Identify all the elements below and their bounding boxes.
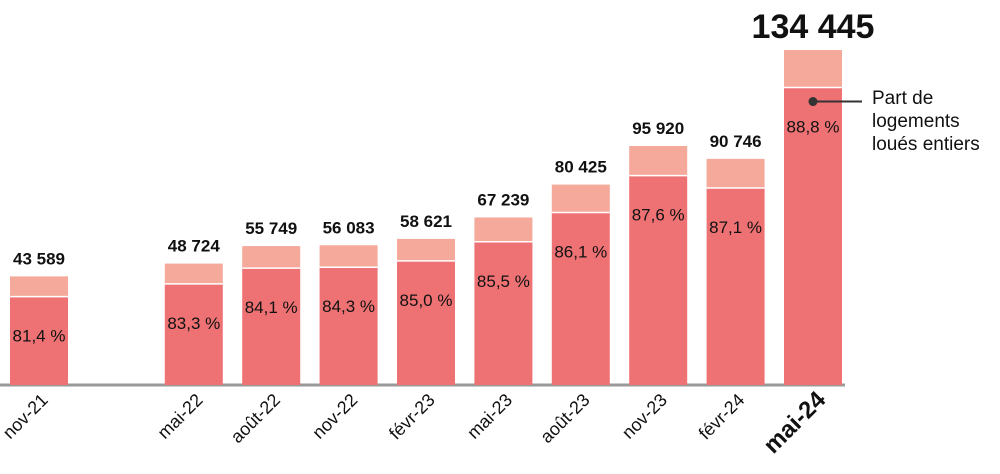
annotation-line: logements	[872, 111, 960, 132]
bar-segment-other	[551, 184, 610, 213]
share-value-label: 88,8 %	[787, 118, 840, 137]
x-tick-label: févr-24	[695, 390, 749, 444]
total-value-label: 134 445	[752, 8, 875, 46]
share-value-label: 84,1 %	[245, 298, 298, 317]
bar-segment-other	[164, 263, 223, 284]
total-value-label: 80 425	[555, 158, 607, 177]
share-value-label: 85,0 %	[400, 291, 453, 310]
share-value-label: 85,5 %	[477, 272, 530, 291]
bar-segment-other	[706, 158, 765, 189]
total-value-label: 58 621	[400, 212, 452, 231]
annotation-dot	[808, 97, 818, 107]
x-tick-label: mai-22	[154, 390, 207, 443]
bar-segment-entire	[474, 241, 533, 385]
bar-segment-entire	[319, 267, 378, 385]
share-value-label: 86,1 %	[554, 242, 607, 261]
bar-segment-other	[784, 50, 842, 88]
bar-segment-other	[242, 246, 301, 269]
x-tick-label: août-23	[536, 390, 593, 447]
share-value-label: 84,3 %	[322, 297, 375, 316]
annotation-text: Part de logements loués entiers	[872, 88, 980, 155]
total-value-label: 55 749	[245, 219, 297, 238]
total-value-label: 95 920	[632, 119, 684, 138]
total-value-label: 56 083	[323, 218, 375, 237]
bar-segment-other	[319, 245, 378, 268]
bar-segment-entire	[551, 212, 610, 385]
total-value-label: 48 724	[168, 237, 221, 256]
share-value-label: 87,1 %	[709, 218, 762, 237]
x-tick-label: févr-23	[385, 390, 439, 444]
total-value-label: 43 589	[13, 249, 65, 268]
bars-layer	[10, 50, 842, 386]
x-tick-label: nov-23	[618, 390, 671, 443]
bar-segment-entire	[784, 87, 842, 386]
bar-segment-other	[629, 145, 688, 176]
bar-segment-entire	[242, 268, 301, 385]
annotation: Part de logements loués entiers	[808, 88, 980, 155]
share-value-label: 81,4 %	[13, 327, 66, 346]
share-value-label: 83,3 %	[167, 314, 220, 333]
total-value-label: 90 746	[710, 132, 762, 151]
labels-layer: 43 589 81,4 % 48 724 83,3 % 55 749 84,1 % 56 0…	[13, 8, 875, 346]
ticks-layer: nov-21 mai-22 août-22 nov-22 févr-23 mai-23 ao…	[0, 386, 832, 459]
annotation-line: loués entiers	[872, 134, 980, 155]
annotation-line: Part de	[872, 88, 933, 109]
bar-segment-other	[397, 238, 455, 261]
x-tick-label: août-22	[227, 390, 284, 447]
x-tick-label: mai-24	[758, 386, 831, 459]
share-value-label: 87,6 %	[632, 206, 685, 225]
x-tick-label: nov-22	[308, 390, 361, 443]
x-tick-label: nov-21	[0, 390, 52, 443]
bar-segment-other	[10, 276, 68, 297]
bar-segment-entire	[706, 188, 765, 385]
bar-segment-entire	[10, 296, 68, 385]
total-value-label: 67 239	[477, 190, 529, 209]
bar-segment-entire	[397, 260, 455, 385]
bar-segment-entire	[629, 175, 688, 385]
bar-segment-other	[474, 217, 533, 242]
x-tick-label: mai-23	[463, 390, 516, 443]
bar-segment-entire	[164, 283, 223, 385]
